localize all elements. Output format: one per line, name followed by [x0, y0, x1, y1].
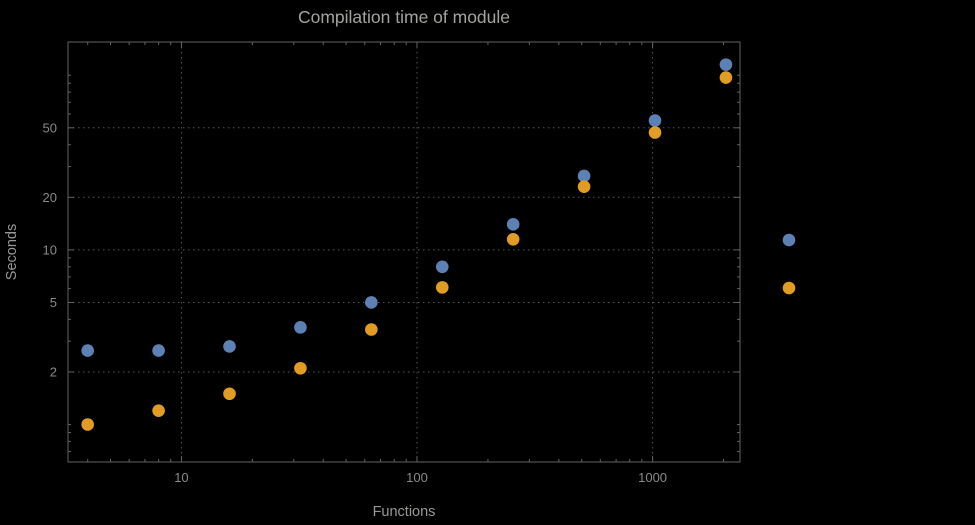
chart-title: Compilation time of module — [298, 7, 510, 27]
data-point-orange-series — [152, 404, 165, 417]
data-point-blue-series — [81, 344, 94, 357]
gridlines — [68, 42, 740, 462]
data-point-orange-series — [719, 71, 733, 84]
data-point-blue-series — [223, 340, 236, 353]
axis-ticks — [68, 42, 740, 462]
data-point-orange-series — [223, 387, 236, 401]
legend — [782, 233, 796, 295]
data-point-blue-series — [435, 260, 449, 274]
data-point-orange-series — [81, 418, 94, 431]
data-point-blue-series — [294, 321, 307, 334]
data-point-blue-series — [648, 114, 662, 127]
plot-frame — [67, 41, 741, 463]
data-point-blue-series — [365, 296, 378, 309]
data-points — [81, 58, 733, 431]
data-point-blue-series — [719, 58, 733, 71]
y-tick-label: 10 — [43, 242, 57, 257]
legend-marker-orange-series — [782, 281, 796, 295]
tick-labels: 10 100 1000 2 5 10 20 50 — [43, 120, 668, 485]
data-point-orange-series — [365, 323, 378, 336]
data-point-orange-series — [435, 281, 449, 294]
y-tick-label: 2 — [50, 364, 57, 379]
data-point-orange-series — [506, 232, 520, 246]
x-tick-label: 100 — [406, 470, 428, 485]
x-axis-label: Functions — [373, 504, 436, 520]
data-point-orange-series — [577, 180, 591, 194]
legend-marker-blue-series — [782, 233, 796, 247]
y-tick-label: 20 — [43, 190, 57, 205]
data-point-blue-series — [506, 218, 520, 231]
y-tick-label: 5 — [50, 295, 57, 310]
y-tick-label: 50 — [43, 120, 57, 135]
data-point-blue-series — [577, 169, 591, 183]
x-tick-label: 1000 — [638, 470, 667, 485]
y-axis-label: Seconds — [4, 224, 20, 280]
data-point-orange-series — [648, 126, 662, 139]
x-tick-label: 10 — [174, 470, 188, 485]
data-point-orange-series — [294, 361, 307, 375]
data-point-blue-series — [152, 344, 165, 357]
